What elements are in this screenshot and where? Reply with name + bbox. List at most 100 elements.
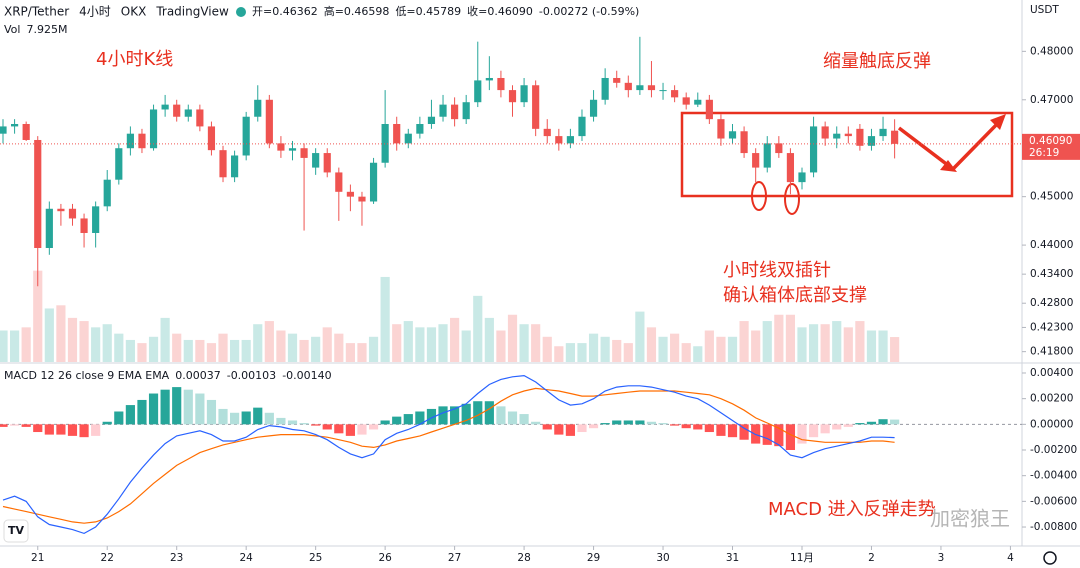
- macd-hist: [368, 424, 379, 430]
- candle-body: [80, 218, 88, 233]
- volume-bar: [507, 314, 518, 362]
- candle-body: [34, 139, 42, 248]
- macd-hist: [276, 417, 286, 425]
- macd-hist: [646, 421, 657, 425]
- volume-bar: [751, 330, 761, 362]
- arrow-head: [940, 160, 957, 172]
- volume-bar: [774, 314, 784, 362]
- svg-text:TV: TV: [8, 524, 25, 537]
- volume-bar: [635, 311, 645, 362]
- candle-body: [856, 128, 864, 146]
- ohlc-text: 收=0.46090: [467, 4, 533, 18]
- countdown: 26:19: [1029, 147, 1059, 159]
- candle-body: [207, 126, 216, 151]
- macd-hist: [264, 412, 274, 425]
- macd-hist: [716, 424, 726, 436]
- x-tick-label: 29: [587, 552, 600, 564]
- macd-hist: [218, 408, 228, 425]
- candle-body: [485, 77, 493, 81]
- y-tick-label: 0.48000: [1030, 45, 1073, 57]
- y-tick-label: 0.42300: [1030, 321, 1073, 333]
- macd-hist: [473, 401, 483, 425]
- candle-body: [416, 124, 424, 134]
- macd-hist: [450, 406, 460, 425]
- ohlc-text: 开=0.46362: [252, 5, 318, 18]
- ohlc-text: 高=0.46598: [324, 4, 390, 18]
- candle-body: [231, 155, 239, 178]
- volume-bar: [160, 317, 170, 362]
- macd-hist: [79, 424, 89, 438]
- candle-body: [68, 208, 77, 219]
- macd-hist: [195, 393, 205, 425]
- candle-body: [671, 90, 679, 98]
- candle-body: [0, 126, 7, 134]
- candle-body: [786, 153, 795, 183]
- settings-icon[interactable]: [1043, 551, 1057, 565]
- annotation: MACD 进入反弹走势: [768, 499, 936, 520]
- macd-hist: [843, 424, 853, 427]
- volume-bar: [334, 333, 344, 362]
- macd-hist: [878, 419, 888, 425]
- macd-tick-label: 0.00200: [1030, 393, 1073, 405]
- volume-bar: [10, 330, 20, 362]
- volume-bar: [797, 327, 807, 362]
- vol-value: 7.925M: [26, 23, 67, 36]
- macd-hist: [461, 403, 471, 425]
- annotation: 确认箱体底部支撑: [723, 285, 867, 306]
- macd-hist: [299, 423, 309, 425]
- macd-hist: [380, 420, 390, 425]
- candle-body: [717, 119, 725, 139]
- candle-body: [196, 109, 204, 127]
- macd-hist: [727, 424, 738, 438]
- candle-body: [694, 99, 702, 105]
- macd-hist: [21, 424, 31, 427]
- candle-body: [821, 126, 829, 139]
- volume-bar: [403, 321, 413, 362]
- x-tick-label: 11月: [790, 552, 814, 564]
- volume-bar: [230, 339, 240, 362]
- candle-body: [300, 148, 308, 158]
- candle-body: [242, 116, 250, 156]
- candle-body: [520, 85, 528, 103]
- candle-body: [358, 196, 366, 202]
- macd-hist: [600, 423, 610, 425]
- macd-hist: [635, 420, 645, 425]
- volume-bar: [890, 337, 900, 362]
- signal-line: [2, 387, 895, 524]
- macd-hist: [56, 424, 66, 435]
- volume-bar: [843, 327, 853, 362]
- macd-hist: [612, 420, 622, 425]
- macd-hist: [531, 421, 541, 425]
- pin-circle: [751, 181, 767, 211]
- volume-bar: [484, 317, 494, 362]
- candle-body: [323, 153, 331, 173]
- arrow-head: [990, 114, 1006, 130]
- volume-bar: [438, 324, 448, 362]
- macd-hist: [774, 424, 784, 447]
- macd-hist: [507, 411, 518, 425]
- x-tick-label: 23: [170, 552, 183, 564]
- candle-body: [740, 131, 748, 154]
- volume-bar: [148, 336, 159, 362]
- macd-hist: [855, 423, 865, 425]
- candle-body: [578, 116, 586, 137]
- candle-body: [335, 172, 343, 192]
- candle-body: [647, 85, 656, 91]
- tv-logo: TV: [3, 519, 29, 543]
- volume-bar: [739, 321, 749, 362]
- candle-body: [45, 208, 53, 248]
- volume-bar: [565, 343, 575, 362]
- macd-legend: -0.00140: [282, 369, 331, 382]
- macd-hist: [0, 424, 8, 427]
- macd-hist: [183, 389, 193, 425]
- x-tick-label: 3: [938, 552, 945, 564]
- x-tick-label: 27: [448, 552, 461, 564]
- macd-line: [2, 374, 895, 535]
- macd-hist: [623, 420, 633, 425]
- macd-hist: [148, 393, 159, 425]
- macd-hist: [542, 424, 552, 430]
- candle-body: [57, 208, 65, 212]
- macd-hist: [704, 424, 714, 433]
- status-dot: [236, 7, 246, 17]
